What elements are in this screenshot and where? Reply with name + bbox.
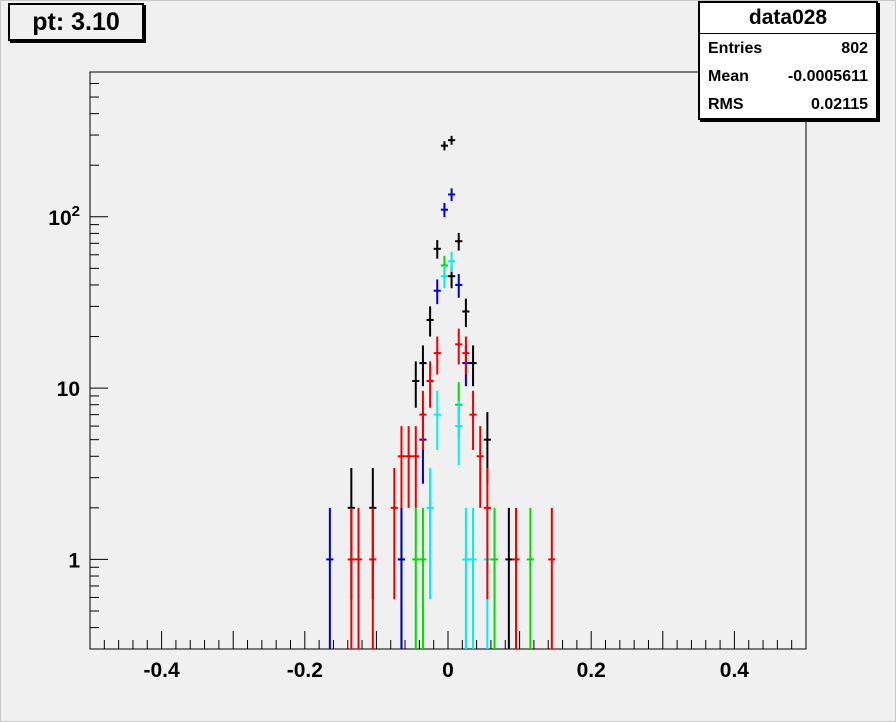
stat-label-entries: Entries bbox=[708, 40, 763, 57]
y-tick-label: 102 bbox=[48, 203, 80, 230]
stat-row-entries: Entries 802 bbox=[700, 34, 876, 62]
stat-row-rms: RMS 0.02115 bbox=[700, 90, 876, 118]
chart-title: pt: 3.10 bbox=[8, 3, 144, 41]
x-tick-label: 0.2 bbox=[577, 659, 606, 682]
x-tick-label: 0 bbox=[442, 659, 454, 682]
y-tick-label: 10 bbox=[57, 378, 80, 401]
stat-row-mean: Mean -0.0005611 bbox=[700, 62, 876, 90]
x-tick-label: -0.2 bbox=[287, 659, 323, 682]
stat-value-rms: 0.02115 bbox=[811, 96, 868, 113]
stat-label-rms: RMS bbox=[708, 96, 744, 113]
stat-value-entries: 802 bbox=[841, 40, 868, 57]
stat-value-mean: -0.0005611 bbox=[787, 68, 868, 85]
x-tick-label: -0.4 bbox=[144, 659, 181, 682]
y-tick-label: 1 bbox=[68, 549, 80, 572]
x-tick-label: 0.4 bbox=[720, 659, 750, 682]
plot-frame bbox=[89, 71, 807, 650]
stats-box: data028 Entries 802 Mean -0.0005611 RMS … bbox=[698, 1, 878, 120]
stat-label-mean: Mean bbox=[708, 68, 749, 85]
stats-title: data028 bbox=[700, 3, 876, 34]
